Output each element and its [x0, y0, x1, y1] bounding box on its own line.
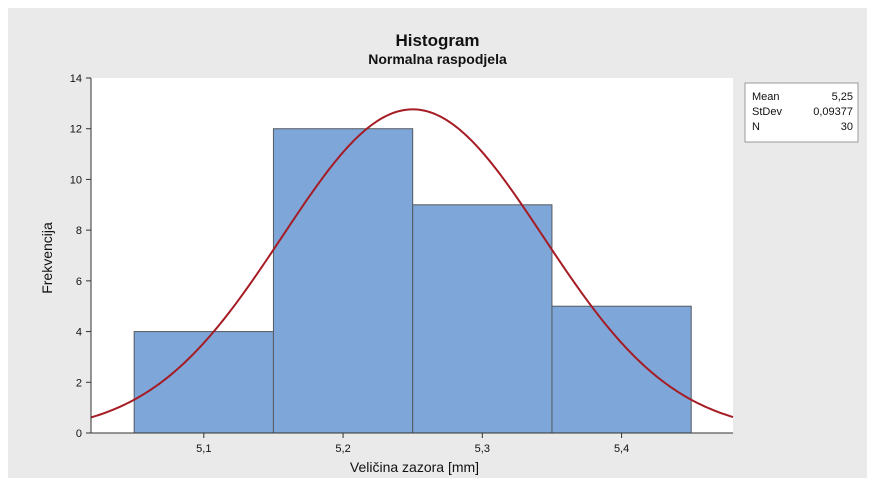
- bars: [133, 128, 692, 434]
- y-tick-label: 0: [76, 428, 82, 440]
- y-tick-label: 10: [70, 174, 82, 186]
- legend-mean-value: 5,25: [832, 91, 853, 103]
- y-tick-label: 6: [76, 276, 82, 288]
- y-tick-label: 12: [70, 124, 82, 136]
- chart-title: Histogram: [395, 31, 479, 50]
- axes: 0 2 4 6 8 10 12 14 5,1 5,2 5,3 5,4: [70, 73, 733, 455]
- x-tick-label: 5,1: [196, 443, 211, 455]
- histogram-bar-3: [412, 204, 553, 434]
- y-tick-label: 2: [76, 377, 82, 389]
- normal-fit-curve: [90, 108, 734, 419]
- histogram-bar-2: [272, 128, 414, 434]
- stats-legend: Mean 5,25 StDev 0,09377 N 30: [744, 82, 859, 143]
- histogram-bar-4: [551, 305, 692, 434]
- x-tick-label: 5,3: [475, 443, 490, 455]
- legend-box: [744, 82, 859, 143]
- histogram-figure: 0 2 4 6 8 10 12 14 5,1 5,2 5,3 5,4 Histogram Normal…: [8, 8, 867, 478]
- chart-subtitle: Normalna raspodjela: [368, 51, 507, 67]
- x-tick-label: 5,4: [614, 443, 629, 455]
- y-tick-label: 4: [76, 327, 82, 339]
- x-tick-label: 5,2: [335, 443, 350, 455]
- legend-stdev-label: StDev: [752, 106, 782, 118]
- y-axis-label: Frekvencija: [39, 222, 55, 294]
- legend-stdev-value: 0,09377: [813, 106, 853, 118]
- legend-n-label: N: [752, 121, 760, 133]
- x-axis-label: Veličina zazora [mm]: [350, 459, 479, 475]
- histogram-chart: 0 2 4 6 8 10 12 14 5,1 5,2 5,3 5,4 Histogram Normal…: [39, 31, 859, 475]
- legend-mean-label: Mean: [752, 91, 780, 103]
- y-tick-label: 14: [70, 73, 82, 85]
- histogram-bar-1: [133, 331, 274, 434]
- legend-n-value: 30: [841, 121, 853, 133]
- y-tick-label: 8: [76, 225, 82, 237]
